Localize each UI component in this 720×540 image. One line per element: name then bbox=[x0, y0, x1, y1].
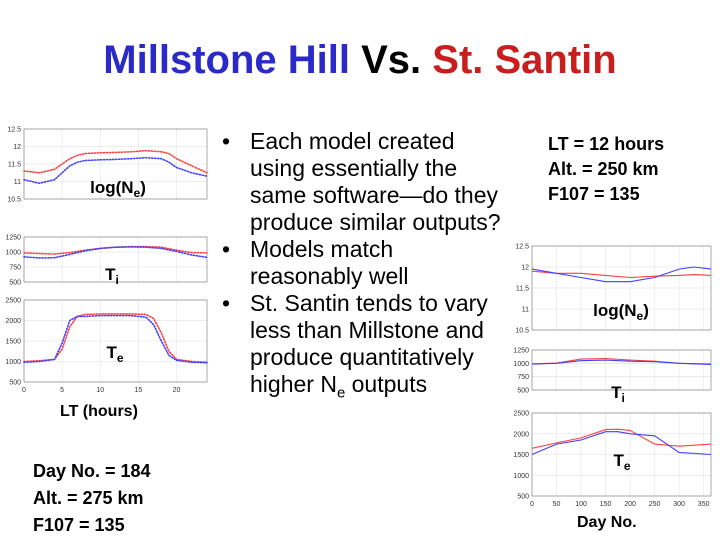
x-tick-label: 15 bbox=[134, 387, 142, 394]
series-line-blue bbox=[23, 246, 208, 259]
y-tick-label: 750 bbox=[517, 374, 529, 381]
x-tick-label: 100 bbox=[575, 501, 587, 508]
bullet-list: • Each model created using essentially t… bbox=[220, 128, 510, 407]
series-line-red bbox=[23, 313, 208, 364]
subplot-label: Te bbox=[613, 451, 630, 473]
right-x-axis-label: Day No. bbox=[577, 514, 637, 531]
left-params: Day No. = 184 Alt. = 275 km F107 = 135 bbox=[33, 458, 151, 539]
right-param-alt: Alt. = 250 km bbox=[548, 159, 659, 179]
slide-title: Millstone Hill Vs. St. Santin bbox=[0, 38, 720, 83]
bullet-dot-icon: • bbox=[222, 290, 231, 316]
x-tick-label: 0 bbox=[22, 387, 26, 394]
y-tick-label: 12 bbox=[13, 144, 21, 151]
y-tick-label: 12.5 bbox=[7, 127, 21, 134]
bullet-dot-icon: • bbox=[222, 128, 231, 154]
y-tick-label: 2000 bbox=[513, 431, 529, 438]
subplot-label: log(Ne) bbox=[90, 178, 146, 200]
y-tick-label: 1000 bbox=[5, 250, 21, 257]
subplot-right-ti: 1250 1000 750 500 Ti bbox=[513, 348, 712, 405]
title-vs: Vs. bbox=[361, 38, 422, 82]
plot-frame bbox=[23, 299, 208, 383]
series-line-red bbox=[531, 428, 712, 449]
left-param-day: Day No. = 184 bbox=[33, 461, 151, 481]
right-param-f107: F107 = 135 bbox=[548, 184, 640, 204]
y-tick-label: 750 bbox=[9, 265, 21, 272]
y-tick-label: 12.5 bbox=[515, 244, 529, 251]
y-tick-label: 1500 bbox=[5, 339, 21, 346]
y-tick-label: 1500 bbox=[513, 452, 529, 459]
x-tick-label: 5 bbox=[60, 387, 64, 394]
title-st-santin: St. Santin bbox=[432, 38, 617, 82]
x-tick-label: 300 bbox=[673, 501, 685, 508]
series-line-red bbox=[23, 149, 208, 174]
y-tick-label: 2000 bbox=[5, 318, 21, 325]
y-tick-label: 11.5 bbox=[8, 162, 21, 169]
subplot-label: Ti bbox=[105, 265, 119, 287]
y-tick-label: 1000 bbox=[513, 361, 529, 368]
left-param-f107: F107 = 135 bbox=[33, 515, 125, 535]
x-tick-label: 50 bbox=[553, 501, 561, 508]
plot-frame bbox=[531, 349, 712, 391]
bullet-item: • Models match reasonably well bbox=[220, 236, 510, 290]
y-tick-label: 500 bbox=[9, 280, 21, 287]
y-tick-label: 10.5 bbox=[7, 197, 21, 204]
bullet-text: St. Santin tends to vary less than Mills… bbox=[250, 290, 488, 402]
series-line-red bbox=[531, 270, 712, 279]
left-x-axis-label: LT (hours) bbox=[60, 403, 138, 420]
x-tick-label: 10 bbox=[96, 387, 104, 394]
bullet-dot-icon: • bbox=[222, 236, 231, 262]
y-tick-label: 1000 bbox=[513, 473, 529, 480]
series-line-blue bbox=[531, 266, 712, 283]
series-line-blue bbox=[23, 314, 208, 364]
x-tick-label: 150 bbox=[600, 501, 612, 508]
y-tick-label: 12 bbox=[521, 265, 529, 272]
subplot-right-ne: 12.5 12 11.5 11 10.5 log(Ne) bbox=[515, 244, 712, 335]
series-line-blue bbox=[531, 431, 712, 456]
bullet-item: • Each model created using essentially t… bbox=[220, 128, 510, 236]
plot-frame bbox=[23, 128, 208, 200]
subplot-label: Ti bbox=[611, 383, 625, 405]
x-tick-label: 20 bbox=[173, 387, 181, 394]
series-line-blue bbox=[531, 359, 712, 365]
x-tick-label: 250 bbox=[649, 501, 661, 508]
subplot-label: Te bbox=[106, 343, 123, 365]
y-tick-label: 2500 bbox=[5, 298, 21, 305]
y-tick-label: 11 bbox=[14, 179, 21, 186]
subplot-left-ne: 12.5 12 11.5 11 10.5 log(Ne) bbox=[7, 127, 208, 204]
bullet-text: Each model created using essentially the… bbox=[250, 128, 501, 235]
x-tick-label: 0 bbox=[530, 501, 534, 508]
left-chart-panel: 12.5 12 11.5 11 10.5 log(Ne) 1250 1000 750 500 Ti 2… bbox=[5, 127, 208, 394]
title-millstone-hill: Millstone Hill bbox=[103, 38, 350, 82]
y-tick-label: 11.5 bbox=[516, 286, 529, 293]
bullet-item: • St. Santin tends to vary less than Mil… bbox=[220, 290, 510, 407]
y-tick-label: 10.5 bbox=[515, 328, 529, 335]
x-tick-label: 350 bbox=[698, 501, 710, 508]
y-tick-label: 1250 bbox=[5, 235, 21, 242]
y-tick-label: 1000 bbox=[5, 359, 21, 366]
plot-frame bbox=[23, 236, 208, 283]
y-tick-label: 500 bbox=[517, 494, 529, 501]
bullet-text: Models match reasonably well bbox=[250, 236, 409, 289]
x-tick-label: 200 bbox=[624, 501, 636, 508]
y-tick-label: 500 bbox=[517, 388, 529, 395]
y-tick-label: 2500 bbox=[513, 411, 529, 418]
subplot-left-ti: 1250 1000 750 500 Ti bbox=[5, 235, 208, 287]
right-params: LT = 12 hours Alt. = 250 km F107 = 135 bbox=[548, 132, 664, 207]
y-tick-label: 1250 bbox=[513, 348, 529, 355]
series-line-blue bbox=[23, 156, 208, 185]
y-tick-label: 11 bbox=[522, 307, 529, 314]
y-tick-label: 500 bbox=[9, 380, 21, 387]
subplot-label: log(Ne) bbox=[593, 301, 649, 323]
left-param-alt: Alt. = 275 km bbox=[33, 488, 144, 508]
plot-frame bbox=[531, 245, 712, 331]
right-param-lt: LT = 12 hours bbox=[548, 134, 665, 154]
